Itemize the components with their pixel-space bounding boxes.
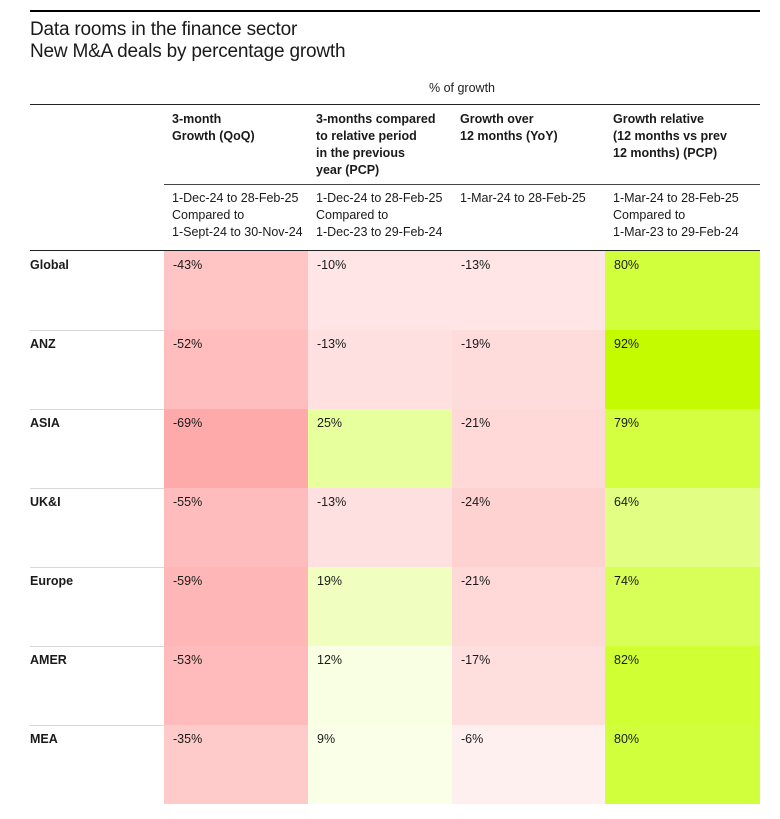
cell-value: 92% <box>614 337 640 351</box>
cell-value: -19% <box>461 337 491 351</box>
cell-value: -24% <box>461 495 491 509</box>
table-cell: 80% <box>605 725 760 804</box>
cell-value: -35% <box>173 732 203 746</box>
table-cell: 19% <box>308 567 452 646</box>
table-cell: -43% <box>164 251 308 330</box>
table-cell: -21% <box>452 567 605 646</box>
table-cell: -19% <box>452 330 605 409</box>
table-cell: 79% <box>605 409 760 488</box>
column-header-line: (12 months vs prev <box>613 129 727 143</box>
row-label: Global <box>30 258 69 272</box>
cell-value: 25% <box>317 416 343 430</box>
table-cell: -69% <box>164 409 308 488</box>
column-header-line: 3-months compared <box>316 112 436 126</box>
column-date-range: 1-Mar-24 to 28-Feb-25 Compared to 1-Mar-… <box>613 191 739 239</box>
column-header-line: Growth over <box>460 112 534 126</box>
column-header-line: Growth relative <box>613 112 704 126</box>
table-cell: 74% <box>605 567 760 646</box>
table-cell: -59% <box>164 567 308 646</box>
cell-value: -13% <box>317 337 347 351</box>
table-cell: -55% <box>164 488 308 567</box>
group-label: % of growth <box>428 81 495 95</box>
column-header: 3-month Growth (QoQ) <box>172 111 255 145</box>
table-cell: -13% <box>308 330 452 409</box>
column-date-range: 1-Dec-24 to 28-Feb-25 Compared to 1-Dec-… <box>316 191 443 239</box>
cell-value: -10% <box>317 258 347 272</box>
table-cell: -13% <box>452 251 605 330</box>
cell-value: 82% <box>614 653 640 667</box>
table-cell: -24% <box>452 488 605 567</box>
table-cell: -6% <box>452 725 605 804</box>
cell-value: 74% <box>614 574 640 588</box>
cell-value: -52% <box>173 337 203 351</box>
column-header-line: in the previous <box>316 146 405 160</box>
column-header: Growth over 12 months (YoY) <box>460 111 558 145</box>
cell-value: -13% <box>317 495 347 509</box>
row-label: UK&I <box>30 495 61 509</box>
chart-subtitle: New M&A deals by percentage growth <box>30 41 346 62</box>
table-cell: 92% <box>605 330 760 409</box>
cell-value: -53% <box>173 653 203 667</box>
table-cell: -13% <box>308 488 452 567</box>
cell-value: -6% <box>461 732 484 746</box>
cell-value: -17% <box>461 653 491 667</box>
subheader-rule <box>164 184 760 185</box>
table-cell: -53% <box>164 646 308 725</box>
column-header-line: Growth (QoQ) <box>172 129 255 143</box>
row-label: MEA <box>30 732 58 746</box>
cell-value: -69% <box>173 416 203 430</box>
table-cell: 25% <box>308 409 452 488</box>
table-cell: 64% <box>605 488 760 567</box>
column-header: Growth relative (12 months vs prev 12 mont… <box>613 111 727 162</box>
cell-value: 80% <box>614 732 640 746</box>
column-header-line: year (PCP) <box>316 163 380 177</box>
table-cell: -52% <box>164 330 308 409</box>
column-header-line: to relative period <box>316 129 417 143</box>
cell-value: 9% <box>317 732 336 746</box>
table-cell: 80% <box>605 251 760 330</box>
cell-value: 79% <box>614 416 640 430</box>
row-label: ANZ <box>30 337 56 351</box>
table-cell: 9% <box>308 725 452 804</box>
cell-value: 12% <box>317 653 343 667</box>
table-cell: -17% <box>452 646 605 725</box>
table-cell: -35% <box>164 725 308 804</box>
column-header-line: 12 months (YoY) <box>460 129 558 143</box>
column-header: 3-months compared to relative period in th… <box>316 111 435 179</box>
top-rule <box>30 10 760 12</box>
column-date-range: 1-Mar-24 to 28-Feb-25 <box>460 191 586 205</box>
cell-value: -21% <box>461 574 491 588</box>
body-top-rule <box>30 250 760 251</box>
cell-value: 19% <box>317 574 343 588</box>
header-rule <box>30 104 760 105</box>
cell-value: -43% <box>173 258 203 272</box>
cell-value: 80% <box>614 258 640 272</box>
column-header-line: 12 months) (PCP) <box>613 146 718 160</box>
column-header-line: 3-month <box>172 112 222 126</box>
row-label: ASIA <box>30 416 60 430</box>
row-label: Europe <box>30 574 74 588</box>
cell-value: 64% <box>614 495 640 509</box>
table-cell: -10% <box>308 251 452 330</box>
cell-value: -59% <box>173 574 203 588</box>
chart-title: Data rooms in the finance sector <box>30 19 298 40</box>
column-date-range: 1-Dec-24 to 28-Feb-25 Compared to 1-Sept… <box>172 191 303 239</box>
table-cell: 82% <box>605 646 760 725</box>
cell-value: -55% <box>173 495 203 509</box>
table-cell: -21% <box>452 409 605 488</box>
cell-value: -21% <box>461 416 491 430</box>
cell-value: -13% <box>461 258 491 272</box>
table-cell: 12% <box>308 646 452 725</box>
row-label: AMER <box>30 653 67 667</box>
